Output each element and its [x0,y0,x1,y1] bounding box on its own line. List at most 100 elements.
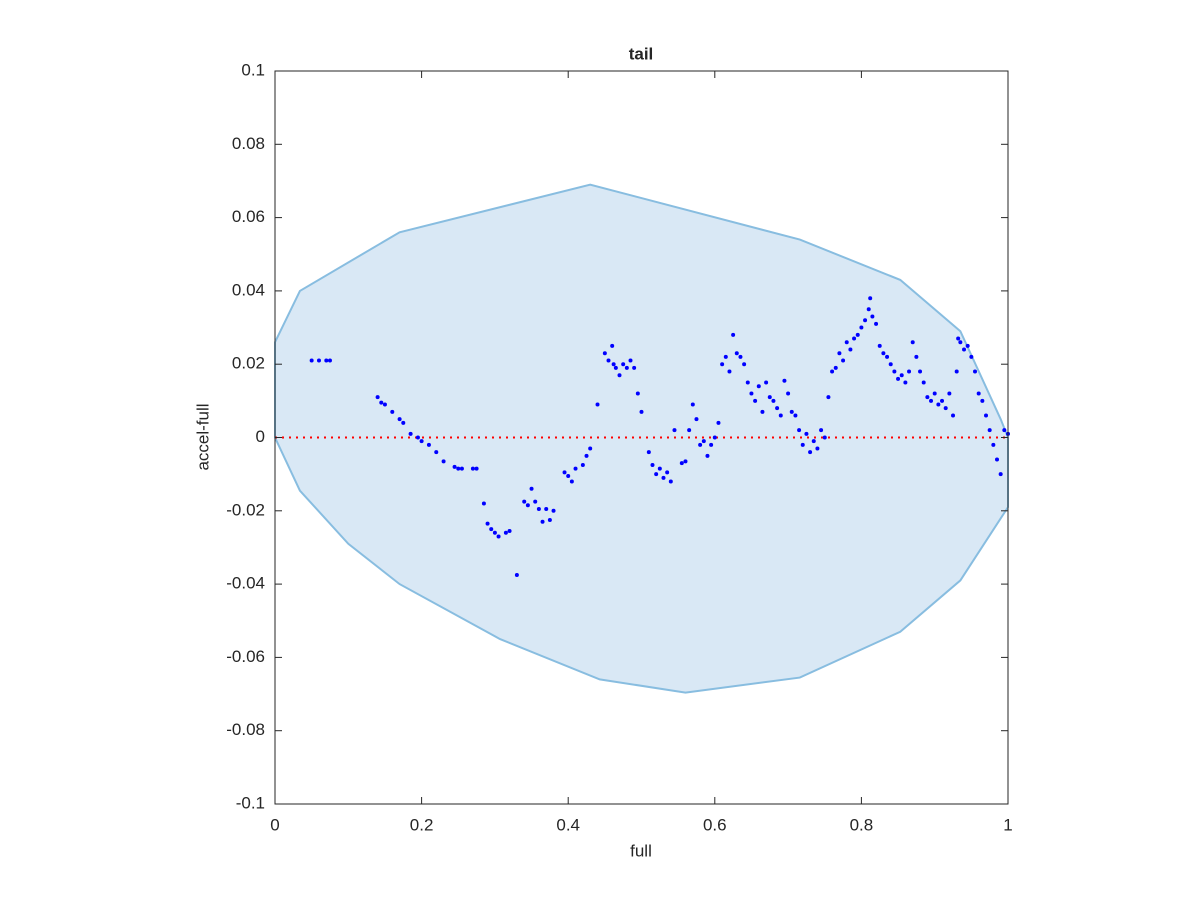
point [683,459,688,464]
point [540,519,545,524]
point [852,336,857,341]
point [833,365,838,370]
point [899,373,904,378]
point [742,362,747,367]
point [408,431,413,436]
point [654,472,659,477]
point [569,479,574,484]
point [624,365,629,370]
point [885,354,890,359]
point [932,391,937,396]
point [694,417,699,422]
point [687,428,692,433]
point [327,358,332,363]
point [819,428,824,433]
point [375,395,380,400]
point [650,462,655,467]
point [756,384,761,389]
point [613,365,618,370]
point [503,530,508,535]
point [962,347,967,352]
point [665,470,670,475]
point [316,358,321,363]
y-tick-label: -0.08 [226,720,265,739]
point [485,521,490,526]
point [855,332,860,337]
point [734,351,739,356]
y-tick-label: -0.04 [226,574,265,593]
point [551,508,556,513]
point [646,450,651,455]
point [701,439,706,444]
point [940,398,945,403]
point [595,402,600,407]
point [727,369,732,374]
point [456,466,461,471]
point [786,391,791,396]
point [723,354,728,359]
point [672,428,677,433]
point [606,358,611,363]
x-tick-label: 0 [270,815,279,834]
point [1002,428,1007,433]
point [767,395,772,400]
point [522,499,527,504]
x-tick-label: 0.4 [556,815,580,834]
point [822,435,827,440]
point [533,499,538,504]
point [382,402,387,407]
point [745,380,750,385]
point [390,409,395,414]
point [690,402,695,407]
point [947,391,952,396]
point [434,450,439,455]
y-tick-label: 0 [256,427,265,446]
point [789,409,794,414]
point [929,398,934,403]
point [668,479,673,484]
point [936,402,941,407]
point [987,428,992,433]
point [907,369,912,374]
y-tick-label: 0.08 [232,134,265,153]
point [661,475,666,480]
point [888,362,893,367]
point [628,358,633,363]
y-tick-label: 0.1 [241,60,265,79]
point [419,439,424,444]
point [826,395,831,400]
point [844,340,849,345]
point [995,457,1000,462]
point [481,501,486,506]
point [602,351,607,356]
point [811,439,816,444]
point [749,391,754,396]
point [401,420,406,425]
point [547,517,552,522]
point [379,400,384,405]
point [617,373,622,378]
point [980,398,985,403]
x-tick-label: 0.2 [410,815,434,834]
point [580,462,585,467]
y-tick-label: -0.02 [226,500,265,519]
point [954,369,959,374]
point [896,376,901,381]
point [536,506,541,511]
y-tick-label: 0.04 [232,280,265,299]
point [544,506,549,511]
point [584,453,589,458]
point [705,453,710,458]
point [573,466,578,471]
x-tick-label: 1 [1003,815,1012,834]
point [397,417,402,422]
point [771,398,776,403]
point [976,391,981,396]
point [496,534,501,539]
point [984,413,989,418]
point [998,472,1003,477]
point [991,442,996,447]
point [525,503,530,508]
y-tick-label: -0.06 [226,647,265,666]
point [566,473,571,478]
